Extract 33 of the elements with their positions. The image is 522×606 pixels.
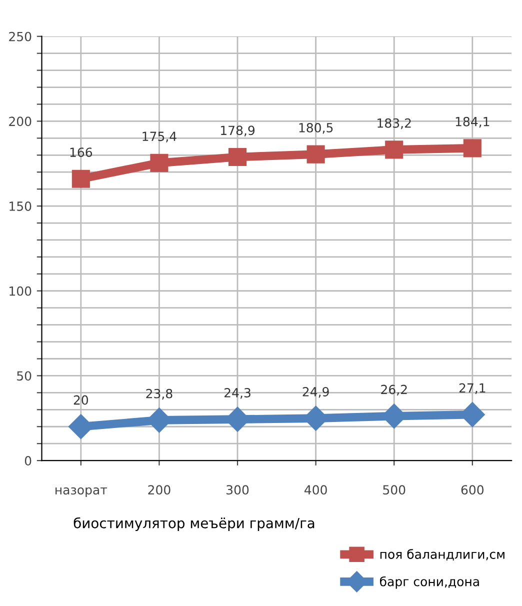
y-tick-label: 100 (10, 286, 32, 296)
data-label: 24,3 (224, 388, 250, 399)
y-tick-label: 250 (9, 32, 32, 42)
data-label: 20 (74, 395, 88, 405)
data-label: 26,2 (381, 384, 407, 396)
y-tick-label: 50 (17, 371, 32, 381)
data-label: 24,9 (302, 386, 329, 398)
x-tick-label: 400 (304, 485, 327, 495)
point (228, 148, 247, 166)
y-tick-label: 150 (10, 202, 32, 211)
data-label: 23,8 (146, 388, 172, 400)
x-axis-title: биостимулятор меъёри грамм/га (74, 517, 314, 532)
x-tick-label: 500 (383, 485, 406, 495)
x-tick-label: назорат (56, 487, 108, 497)
legend-label: барг сони,дона (380, 576, 479, 589)
x-tick-label: 300 (226, 485, 249, 495)
x-tick-label: 200 (148, 485, 170, 495)
point (150, 154, 168, 172)
y-tick-label: 200 (9, 116, 32, 126)
data-label: 180,5 (299, 122, 333, 134)
data-label: 27,1 (459, 383, 486, 394)
data-label: 184,1 (456, 116, 490, 128)
data-label: 183,2 (378, 118, 411, 130)
point (72, 170, 90, 188)
point (463, 139, 482, 158)
point (385, 140, 404, 159)
point (306, 145, 325, 164)
data-label: 166 (70, 148, 92, 158)
y-tick-label: 0 (24, 456, 32, 466)
data-label: 178,9 (220, 126, 255, 136)
x-tick-label: 600 (461, 485, 484, 495)
data-label: 175,4 (142, 132, 176, 142)
legend-label: поя баландлиги,см (380, 549, 504, 561)
